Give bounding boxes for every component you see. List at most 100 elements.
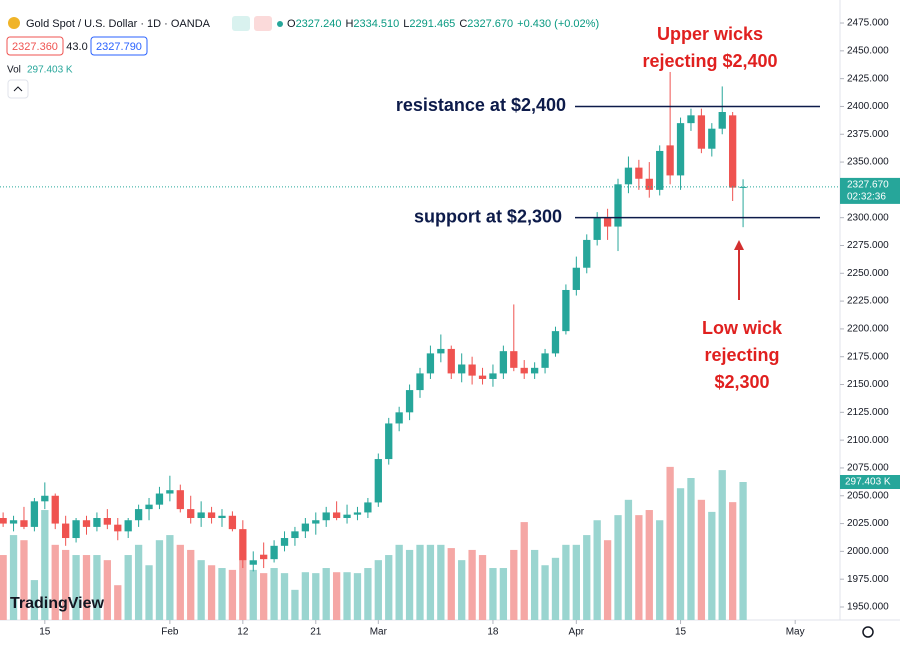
ohlc-change: +0.430 (+0.02%) <box>517 18 599 30</box>
candle-body <box>207 512 216 519</box>
chevron <box>13 86 23 92</box>
volume-bar <box>187 549 195 620</box>
volume-bar <box>541 565 549 620</box>
candle-body <box>572 267 580 290</box>
volume-bar <box>416 544 424 620</box>
volume-bar <box>697 499 706 620</box>
volume-bar <box>468 549 476 620</box>
volume-bar <box>93 555 101 620</box>
volume-bar <box>510 549 518 620</box>
annotation: Low wick <box>702 318 783 338</box>
y-tick-label: 2250.000 <box>847 268 889 279</box>
candle-body <box>72 520 80 539</box>
y-tick-label: 2150.000 <box>847 379 889 390</box>
watermark: TradingView <box>10 595 105 612</box>
candle-body <box>635 167 643 179</box>
volume-bar <box>343 572 351 620</box>
y-tick-label: 2000.000 <box>847 546 889 557</box>
volume-bar <box>155 540 164 620</box>
volume-bar <box>405 549 414 620</box>
ohlc-key: O <box>287 18 296 30</box>
volume-axis-label: 297.403 K <box>845 477 891 488</box>
candle-body <box>687 115 695 124</box>
annotation: $2,300 <box>714 372 769 392</box>
candle-body <box>103 518 111 525</box>
candle-body <box>166 490 174 494</box>
y-tick-label: 2375.000 <box>847 129 889 140</box>
candle-body <box>322 512 330 521</box>
candle-body <box>603 217 612 227</box>
volume-bar <box>20 540 28 620</box>
volume-bar <box>166 535 174 620</box>
volume-bar <box>426 544 435 620</box>
level-label: resistance at $2,400 <box>396 95 566 115</box>
candle-body <box>353 512 362 515</box>
level-label: support at $2,300 <box>414 206 562 226</box>
candle-body <box>499 351 508 374</box>
candle-body <box>30 501 39 527</box>
candle-body <box>437 348 445 354</box>
candle-body <box>301 523 310 532</box>
y-tick-label: 2050.000 <box>847 490 889 501</box>
volume-bar <box>312 573 320 620</box>
volume-bar <box>489 568 497 620</box>
volume-bar <box>134 544 143 620</box>
volume-bar <box>30 580 39 620</box>
candle-body <box>280 538 289 546</box>
volume-bar <box>228 569 237 620</box>
y-tick-label: 1975.000 <box>847 574 889 585</box>
last-price-box <box>840 177 900 204</box>
volume-bar <box>103 560 111 620</box>
indicator-icon[interactable] <box>232 16 250 31</box>
x-tick-label: Apr <box>569 627 585 638</box>
candle-body <box>114 524 122 532</box>
candle-body <box>718 112 726 129</box>
candle-body <box>260 554 268 560</box>
y-tick-label: 2425.000 <box>847 73 889 84</box>
overlay: Gold Spot / U.S. Dollar · 1D · OANDA O23… <box>6 16 874 638</box>
candle-body <box>312 520 320 524</box>
candle-body <box>708 128 716 149</box>
candle-body <box>489 373 497 379</box>
volume-bar <box>114 585 122 620</box>
collapse-button[interactable] <box>7 79 29 99</box>
y-tick-label: 1950.000 <box>847 602 889 613</box>
candle-body <box>614 184 622 227</box>
candle-body <box>645 178 653 190</box>
candle-body <box>385 423 393 460</box>
bid-box[interactable] <box>6 36 64 56</box>
settings-icon[interactable] <box>862 626 874 638</box>
candle-body <box>249 560 257 565</box>
candle-body <box>0 518 7 524</box>
candle-body <box>729 115 737 188</box>
volume-bar <box>739 482 747 620</box>
last-price-label: 2327.670 <box>847 180 889 191</box>
x-tick-label: May <box>786 627 805 638</box>
volume-bar <box>280 573 289 620</box>
symbol-icon <box>8 17 20 29</box>
volume-bar <box>270 568 278 620</box>
volume-bar <box>145 565 153 620</box>
volume-bar <box>218 568 226 620</box>
candle-body <box>176 490 184 510</box>
volume-bar <box>645 510 653 620</box>
ohlc-key: C <box>459 18 467 30</box>
x-tick-label: Feb <box>161 627 179 638</box>
candle-body <box>145 504 153 510</box>
volume-bar <box>687 478 695 620</box>
ask-box[interactable] <box>90 36 148 56</box>
candle-body <box>218 515 226 519</box>
indicator-icon[interactable] <box>254 16 272 31</box>
candle-body <box>374 459 382 503</box>
volume-bar <box>207 565 216 620</box>
volume-bar <box>41 510 49 620</box>
volume-bar <box>0 555 7 620</box>
symbol-title: Gold Spot / U.S. Dollar · 1D · OANDA <box>26 18 211 30</box>
ohlc-value: 2327.240 <box>296 18 342 30</box>
volume-bar <box>9 535 18 620</box>
candle-body <box>82 520 91 527</box>
volume-bar <box>614 515 622 620</box>
y-tick-label: 2400.000 <box>847 101 889 112</box>
candle-body <box>697 115 706 149</box>
volume-bar <box>82 555 91 620</box>
